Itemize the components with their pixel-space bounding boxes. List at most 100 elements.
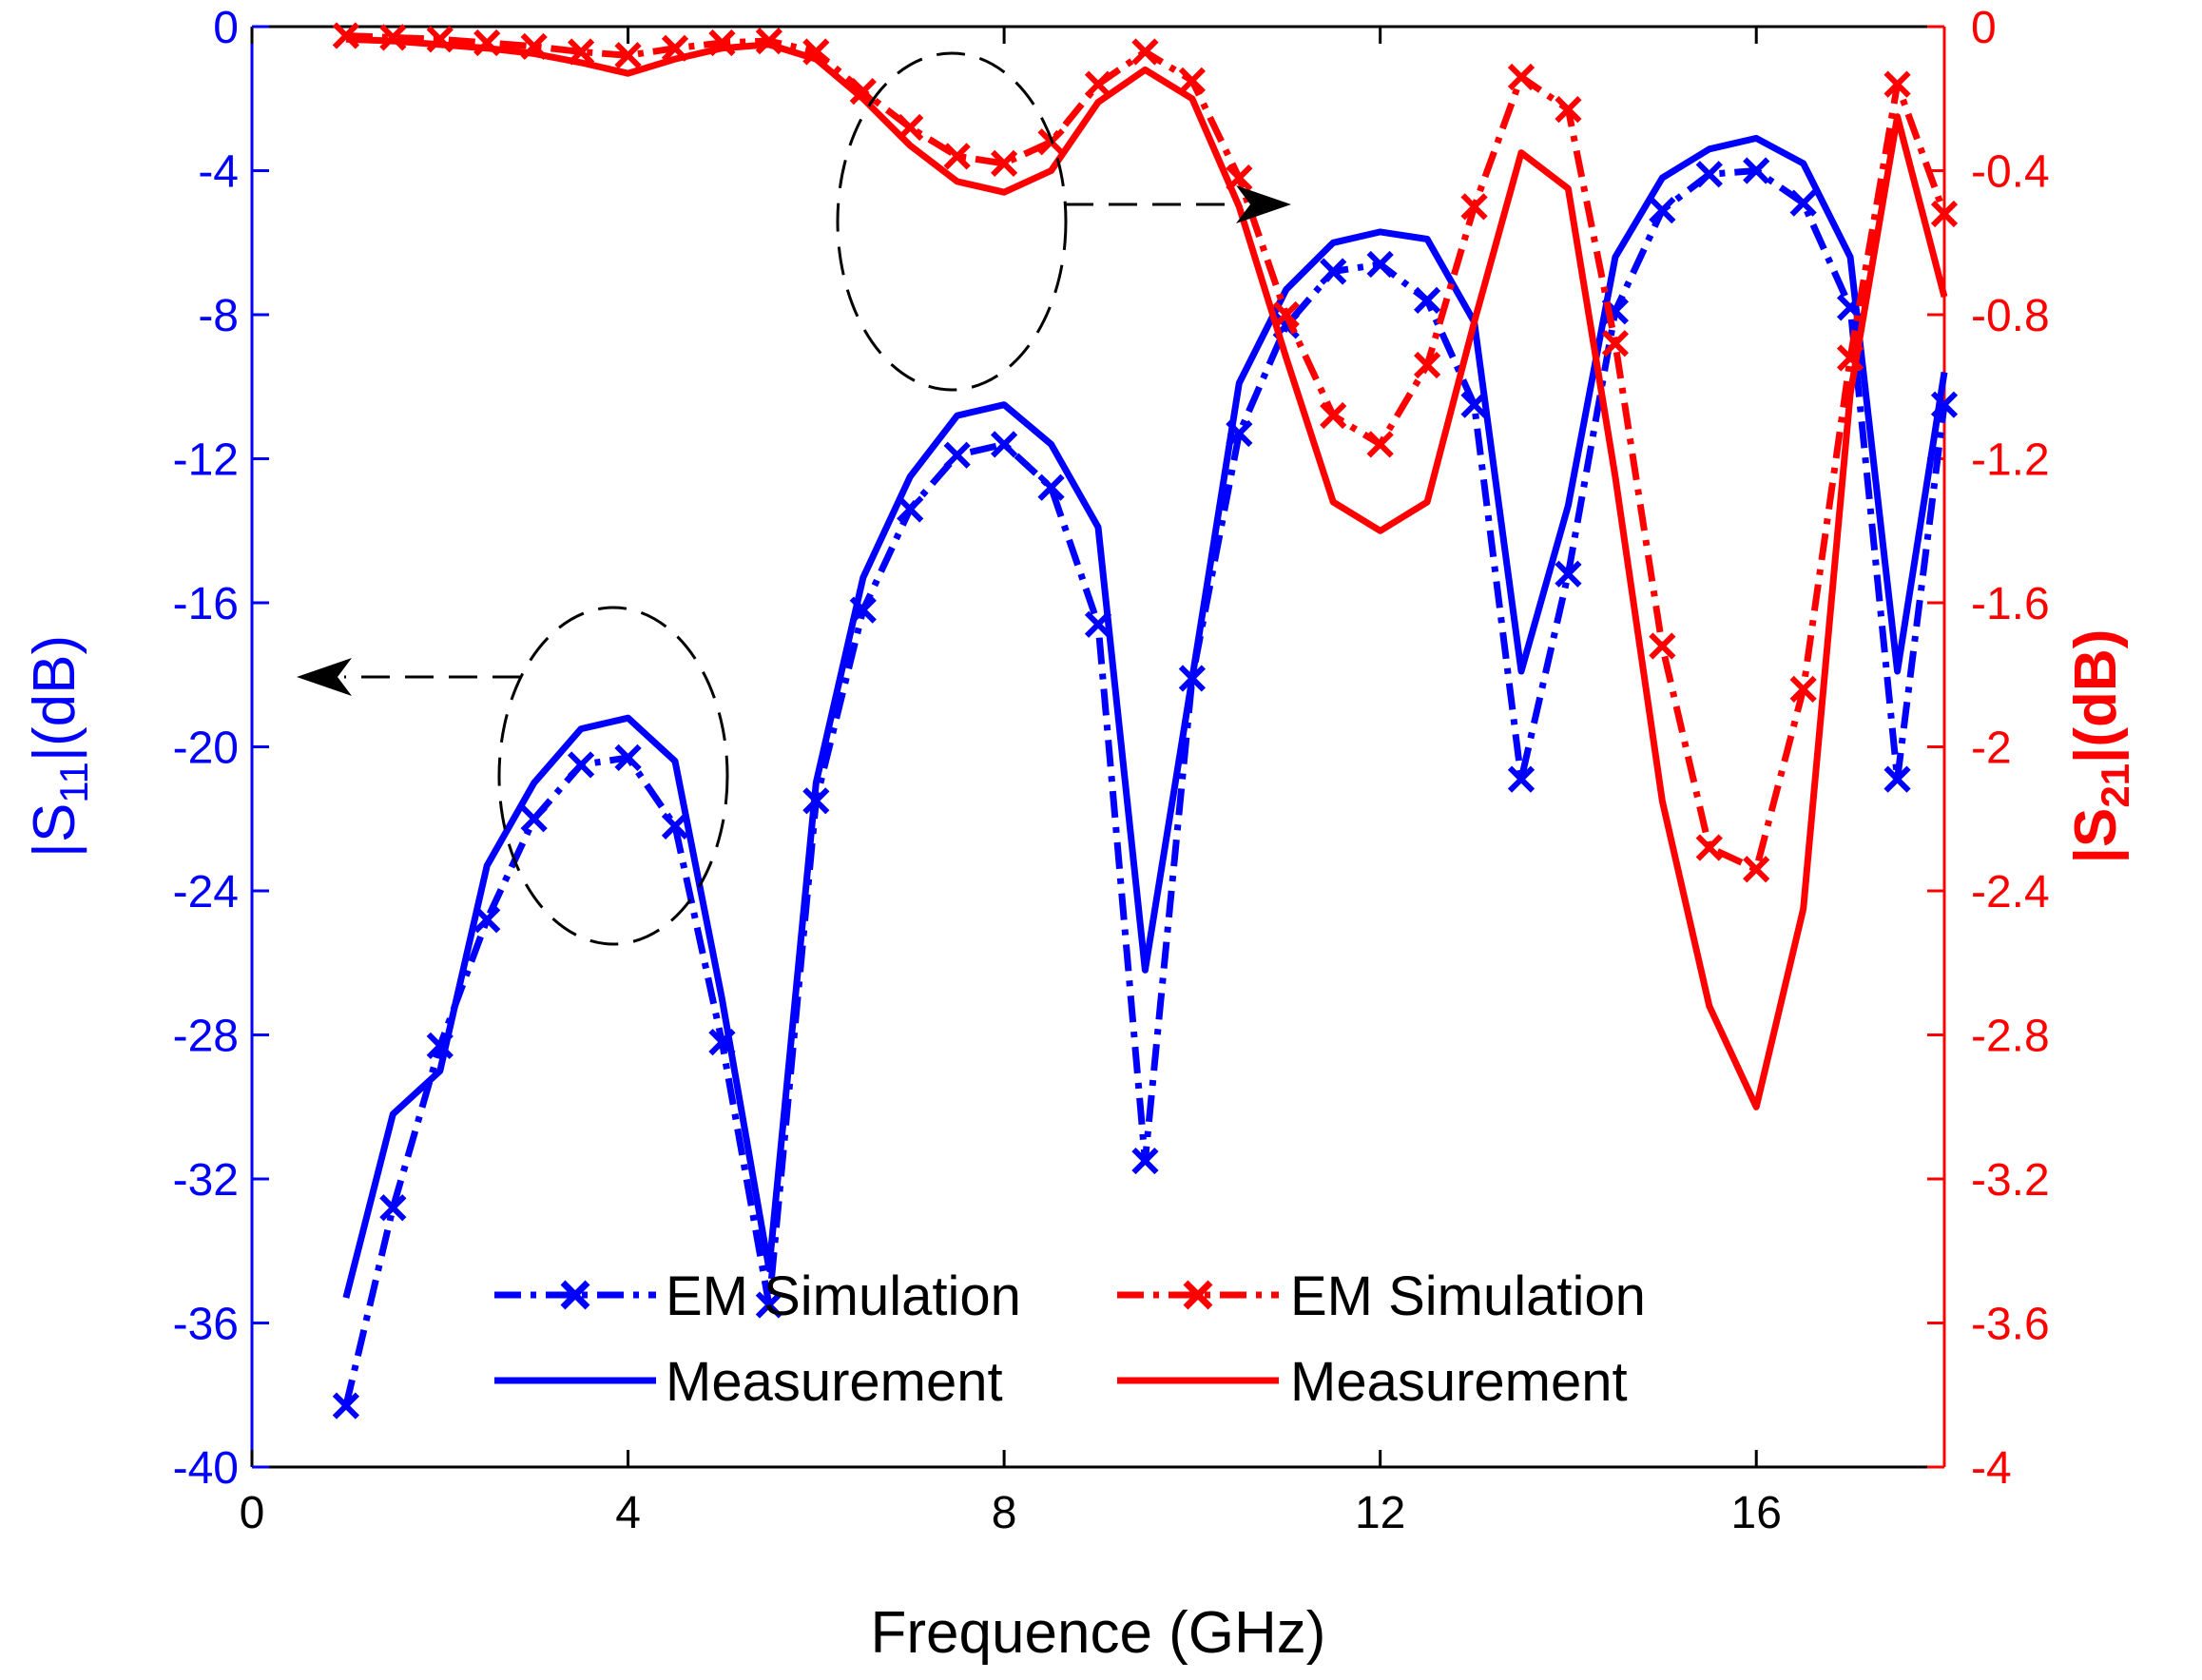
data-point-marker bbox=[849, 78, 877, 106]
y-axis-right-title: |S21|(dB) bbox=[2063, 629, 2137, 864]
x-tick-label: 8 bbox=[992, 1488, 1017, 1538]
series-s11-measurement bbox=[342, 134, 1948, 1299]
data-point-marker bbox=[379, 24, 407, 51]
x-axis-title: Frequence (GHz) bbox=[871, 1600, 1326, 1666]
data-point-marker bbox=[1883, 70, 1911, 98]
y-left-title-prefix: |S bbox=[22, 803, 87, 858]
data-point-marker bbox=[661, 812, 689, 840]
series-s11-em-simulation bbox=[332, 157, 1959, 1419]
x-marker-icon bbox=[1183, 1280, 1213, 1310]
legend-item-s11-sim: EM Simulation bbox=[494, 1265, 1021, 1327]
y-right-tick-label: -0.8 bbox=[1971, 291, 2050, 341]
data-point-marker bbox=[943, 441, 971, 469]
data-point-marker bbox=[614, 42, 642, 69]
y-left-tick-label: -4 bbox=[198, 147, 239, 198]
data-point-marker bbox=[1743, 157, 1770, 184]
data-point-marker bbox=[990, 149, 1018, 178]
data-point-marker bbox=[1320, 401, 1347, 430]
y-right-tick-label: -1.2 bbox=[1971, 435, 2050, 486]
y-right-tick-label: 0 bbox=[1971, 3, 1997, 53]
data-point-marker bbox=[1883, 765, 1911, 793]
y-right-tick-label: -3.2 bbox=[1971, 1155, 2050, 1206]
series-line bbox=[345, 35, 1948, 1110]
data-point-marker bbox=[379, 1194, 407, 1222]
y-right-tick-label: -3.6 bbox=[1971, 1300, 2050, 1350]
x-tick-label: 12 bbox=[1355, 1488, 1405, 1538]
y-left-tick-label: -12 bbox=[173, 435, 239, 486]
data-point-marker bbox=[943, 143, 971, 170]
y-right-title-suffix: |(dB) bbox=[2063, 629, 2130, 763]
x-tick-label: 0 bbox=[240, 1488, 265, 1538]
y-right-tick-label: -0.4 bbox=[1971, 147, 2050, 198]
legend-label-s11-meas: Measurement bbox=[666, 1351, 1003, 1413]
legend-item-s21-sim: EM Simulation bbox=[1117, 1265, 1646, 1327]
x-tick-label: 16 bbox=[1731, 1488, 1782, 1538]
y-axis-left-title: |S11|(dB) bbox=[22, 635, 96, 858]
data-point-marker bbox=[1460, 193, 1488, 221]
data-point-marker bbox=[1507, 63, 1536, 91]
data-point-marker bbox=[1413, 351, 1441, 379]
y-left-title-suffix: |(dB) bbox=[22, 635, 87, 762]
legend: EM Simulation Measurement EM Simulation … bbox=[494, 1265, 1646, 1413]
data-point-marker bbox=[1789, 189, 1817, 217]
data-point-marker bbox=[1366, 250, 1394, 279]
y-left-tick-label: -8 bbox=[198, 291, 239, 341]
data-point-marker bbox=[1649, 632, 1676, 660]
data-point-marker bbox=[1695, 161, 1723, 188]
y-right-tick-label: -1.6 bbox=[1971, 579, 2050, 629]
data-point-marker bbox=[1930, 200, 1959, 228]
data-point-marker bbox=[755, 1291, 783, 1319]
y-left-tick-label: 0 bbox=[213, 3, 239, 53]
data-point-marker bbox=[990, 431, 1018, 458]
y-left-tick-label: -20 bbox=[173, 724, 239, 774]
legend-item-s21-meas: Measurement bbox=[1117, 1351, 1628, 1413]
y-right-tick-label: -2.4 bbox=[1971, 867, 2050, 917]
y-left-tick-label: -32 bbox=[173, 1155, 239, 1206]
y-left-tick-label: -16 bbox=[173, 579, 239, 629]
y-right-title-prefix: |S bbox=[2063, 808, 2130, 864]
data-point-marker bbox=[1131, 1147, 1159, 1175]
y-right-tick-label: -2.8 bbox=[1971, 1012, 2050, 1062]
data-point-marker bbox=[1695, 834, 1723, 861]
y-left-title-sub: 11 bbox=[51, 762, 96, 803]
y-left-tick-label: -28 bbox=[173, 1012, 239, 1062]
y-left-tick-label: -40 bbox=[173, 1443, 239, 1494]
s21-annotation-ellipse bbox=[836, 51, 1068, 392]
x-marker-icon bbox=[560, 1280, 590, 1310]
data-point-marker bbox=[520, 805, 548, 833]
data-point-marker bbox=[567, 751, 595, 779]
data-point-marker bbox=[1743, 856, 1770, 883]
s11-annotation-ellipse bbox=[497, 606, 729, 946]
series-s21-measurement bbox=[345, 35, 1948, 1110]
data-point-marker bbox=[1037, 473, 1065, 501]
legend-label-s11-sim: EM Simulation bbox=[666, 1265, 1021, 1327]
arrow-left-icon bbox=[297, 658, 352, 696]
y-left-tick-label: -36 bbox=[173, 1300, 239, 1350]
legend-label-s21-sim: EM Simulation bbox=[1290, 1265, 1646, 1327]
series-line bbox=[342, 134, 1948, 1299]
x-tick-label: 4 bbox=[615, 1488, 641, 1538]
data-point-marker bbox=[1366, 431, 1394, 458]
data-point-marker bbox=[1413, 286, 1441, 314]
data-point-marker bbox=[1131, 38, 1159, 66]
data-point-marker bbox=[1507, 765, 1536, 793]
data-point-marker bbox=[332, 1392, 360, 1419]
data-point-marker bbox=[1555, 95, 1582, 124]
y-right-tick-label: -2 bbox=[1971, 724, 2012, 774]
data-point-marker bbox=[1601, 330, 1630, 357]
data-point-marker bbox=[1555, 560, 1582, 588]
data-point-marker bbox=[1320, 258, 1347, 285]
data-point-marker bbox=[1789, 675, 1817, 704]
data-point-marker bbox=[614, 743, 642, 771]
data-point-marker bbox=[1649, 197, 1676, 224]
data-point-marker bbox=[897, 495, 924, 523]
y-right-tick-label: -4 bbox=[1971, 1443, 2012, 1494]
data-point-marker bbox=[1084, 70, 1112, 98]
data-point-marker bbox=[1178, 67, 1207, 94]
legend-label-s21-meas: Measurement bbox=[1290, 1351, 1628, 1413]
legend-item-s11-meas: Measurement bbox=[494, 1351, 1003, 1413]
y-right-title-sub: 21 bbox=[2093, 763, 2137, 808]
y-left-tick-label: -24 bbox=[173, 867, 239, 917]
arrow-right-icon bbox=[1236, 185, 1291, 223]
